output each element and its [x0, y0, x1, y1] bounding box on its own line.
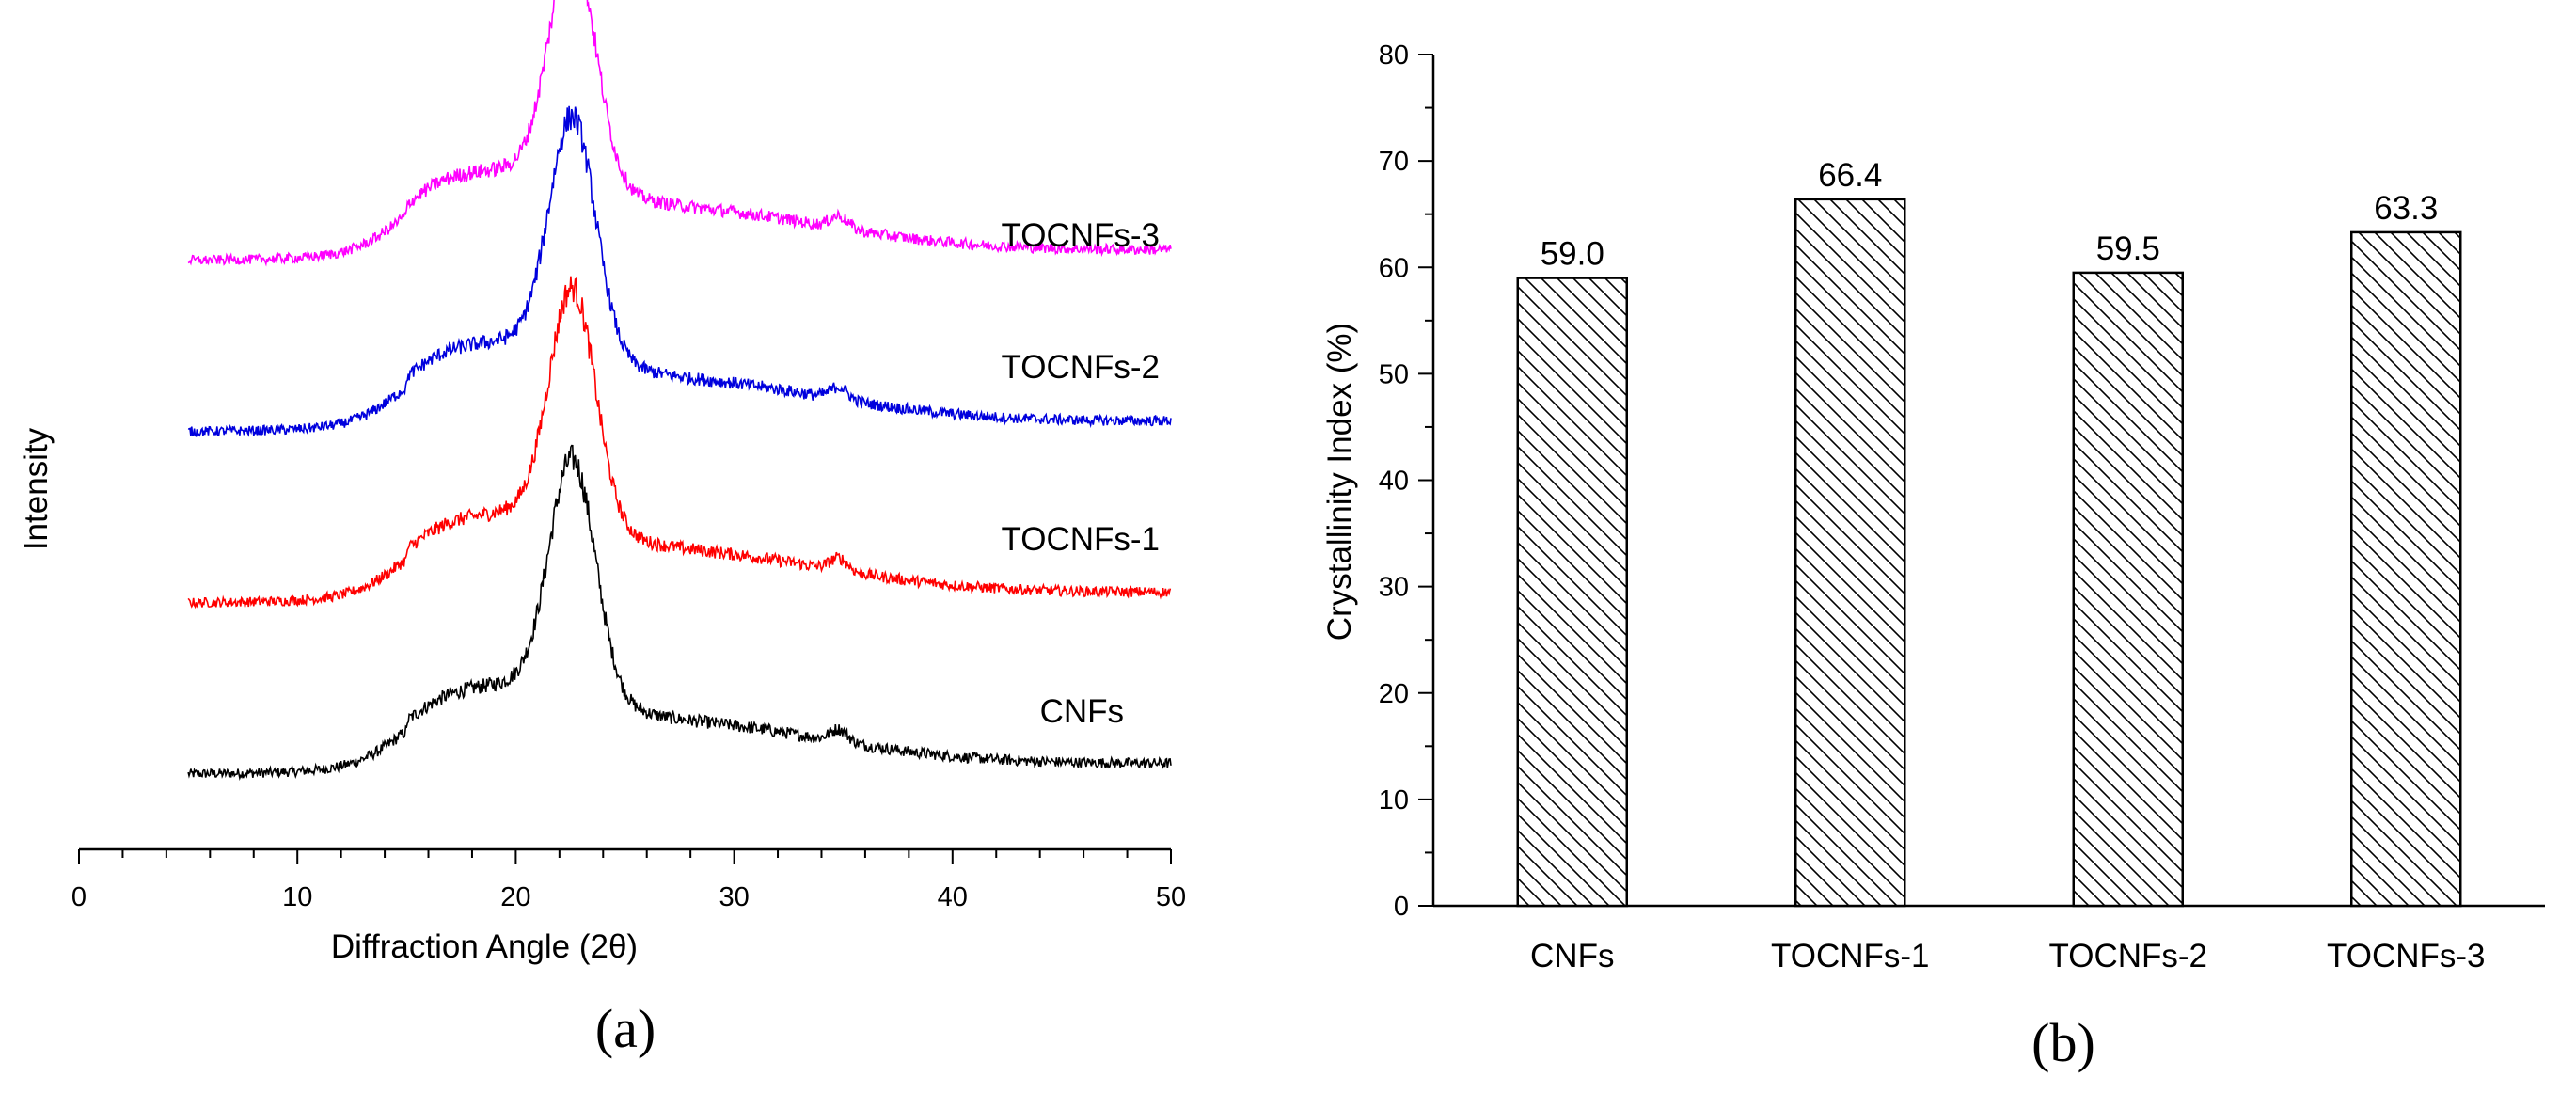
- xrd-series-tocnfs-2: [187, 105, 1172, 437]
- ci-bar-tocnfs-3: [2350, 230, 2462, 908]
- xrd-series-label-cnfs: CNFs: [1040, 693, 1124, 730]
- xrd-x-axis-title: Diffraction Angle (2θ): [331, 928, 638, 965]
- ci-y-tick-label: 10: [1379, 785, 1409, 816]
- ci-y-tick-label: 0: [1394, 892, 1409, 922]
- ci-bar-value-tocnfs-3: 63.3: [2374, 190, 2438, 227]
- panel-label-b: (b): [2031, 1012, 2095, 1073]
- ci-y-tick-label: 30: [1379, 573, 1409, 603]
- ci-category-label-tocnfs-3: TOCNFs-3: [2327, 938, 2486, 974]
- ci-bar-value-cnfs: 59.0: [1541, 236, 1604, 273]
- xrd-series-cnfs: [187, 444, 1172, 782]
- xrd-series-tocnfs-1: [187, 276, 1172, 610]
- xrd-panel: 0 10 20 30 40 50 CNFs TOCNFs-1 TOCNFs-2 TOCNFs-3…: [18, 0, 1186, 1059]
- ci-bars: 59.0 CNFs 66.4 TOCNFs-1 59.5 TOCNFs-2 63.3 TOCN…: [1516, 157, 2486, 974]
- ci-bar-value-tocnfs-1: 66.4: [1818, 157, 1882, 194]
- ci-bar-tocnfs-1: [1794, 198, 1906, 908]
- ci-bar-cnfs: [1516, 277, 1628, 908]
- panel-label-a: (a): [595, 998, 656, 1059]
- xrd-x-tick-label: 10: [282, 882, 312, 912]
- ci-y-tick-label: 60: [1379, 253, 1409, 283]
- xrd-series-group: CNFs TOCNFs-1 TOCNFs-2 TOCNFs-3: [187, 0, 1172, 782]
- xrd-x-tick-label: 50: [1156, 882, 1186, 912]
- xrd-series-label-tocnfs-3: TOCNFs-3: [1001, 217, 1160, 254]
- ci-y-tick-label: 50: [1379, 359, 1409, 389]
- xrd-series-label-tocnfs-2: TOCNFs-2: [1001, 349, 1160, 386]
- xrd-x-tick-label: 20: [500, 882, 530, 912]
- ci-category-label-tocnfs-2: TOCNFs-2: [2048, 938, 2207, 974]
- ci-y-tick-label: 40: [1379, 467, 1409, 497]
- ci-y-tick-label: 80: [1379, 40, 1409, 71]
- xrd-x-tick-label: 40: [938, 882, 968, 912]
- ci-y-axis-title: Crystallinity Index (%): [1321, 323, 1358, 641]
- ci-y-tick-label: 20: [1379, 679, 1409, 709]
- xrd-x-tick-label: 0: [71, 882, 87, 912]
- xrd-series-tocnfs-3: [187, 0, 1172, 267]
- ci-category-label-tocnfs-1: TOCNFs-1: [1771, 938, 1930, 974]
- ci-bar-value-tocnfs-2: 59.5: [2096, 230, 2160, 267]
- xrd-x-ticks: 0 10 20 30 40 50: [71, 849, 1186, 912]
- xrd-y-axis-title: Intensity: [18, 427, 55, 550]
- ci-bar-tocnfs-2: [2072, 271, 2184, 908]
- xrd-x-tick-label: 30: [719, 882, 749, 912]
- ci-y-ticks: 0 10 20 30 40 50 60 70 80: [1379, 40, 1433, 922]
- ci-y-tick-label: 70: [1379, 147, 1409, 177]
- xrd-series-label-tocnfs-1: TOCNFs-1: [1001, 521, 1160, 558]
- ci-category-label-cnfs: CNFs: [1530, 938, 1614, 974]
